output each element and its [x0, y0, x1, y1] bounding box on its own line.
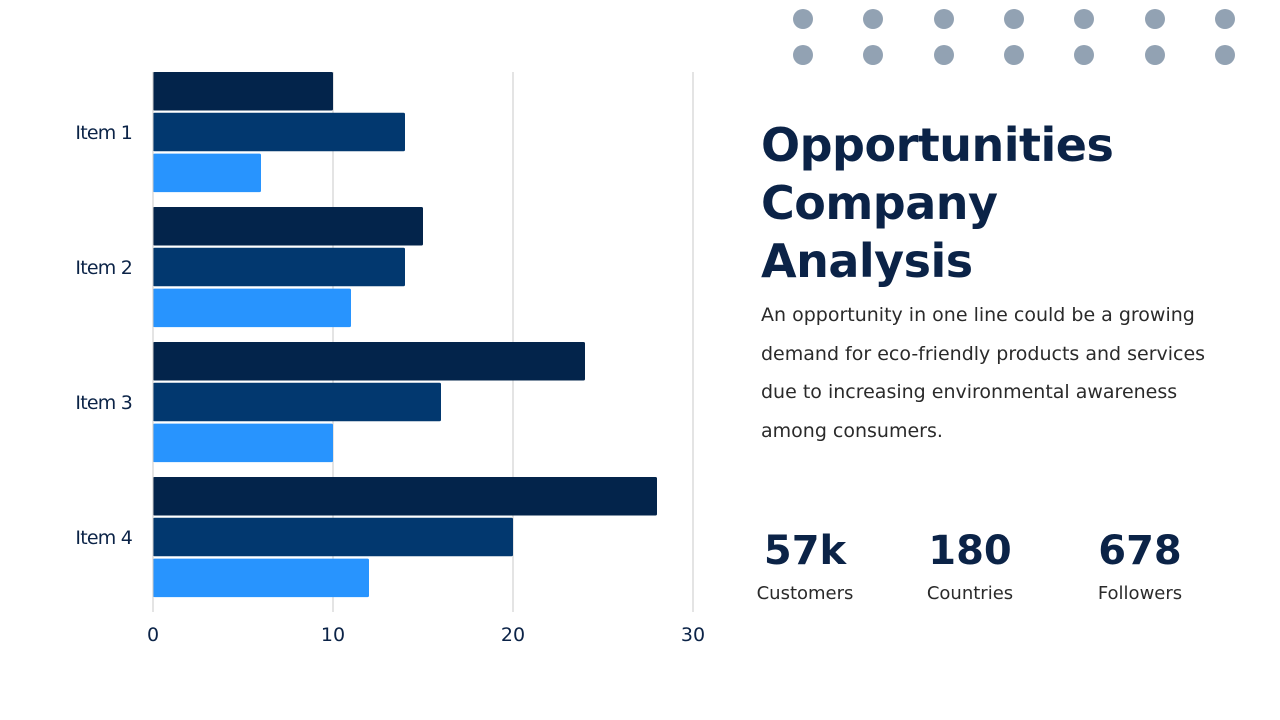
stat-label: Countries — [926, 583, 1014, 604]
title-line-3: Analysis — [761, 234, 973, 288]
x-tick-label: 10 — [321, 624, 345, 646]
stat-customers: 57k Customers — [720, 526, 890, 612]
description-text: An opportunity in one line could be a gr… — [761, 304, 1206, 442]
bar — [153, 247, 405, 287]
decorative-dot — [1144, 9, 1165, 29]
bar — [153, 558, 369, 598]
decorative-dot — [1215, 9, 1235, 29]
bar — [153, 72, 333, 111]
bar — [153, 477, 657, 516]
bar — [153, 288, 351, 328]
stat-followers: 678 Followers — [1055, 526, 1225, 612]
page-title: Opportunities Company Analysis — [761, 116, 1261, 290]
stat-countries: 180 Countries — [885, 526, 1055, 612]
stat-value: 180 — [928, 528, 1012, 574]
decorative-dot — [863, 45, 884, 65]
decorative-dot — [1074, 45, 1095, 65]
bar — [153, 342, 585, 381]
x-tick-label: 30 — [681, 624, 705, 646]
decorative-dot — [933, 45, 954, 65]
decorative-dot — [793, 9, 813, 29]
x-tick-label: 20 — [501, 624, 525, 646]
y-category-label: Item 3 — [75, 392, 132, 414]
bar — [153, 153, 261, 193]
x-tick-label: 0 — [147, 624, 159, 646]
decorative-dot — [1215, 45, 1235, 65]
decorative-dot — [1144, 45, 1165, 65]
bar — [153, 517, 513, 557]
bar — [153, 423, 333, 463]
y-category-label: Item 1 — [75, 122, 132, 144]
decorative-dot — [863, 9, 884, 29]
stat-label: Customers — [756, 583, 854, 604]
decorative-dot — [1074, 9, 1095, 29]
bar — [153, 207, 423, 246]
bar — [153, 382, 441, 422]
title-line-1: Opportunities — [761, 118, 1114, 172]
decorative-dot — [793, 45, 813, 65]
stat-label: Followers — [1097, 583, 1183, 604]
title-line-2: Company — [761, 176, 998, 230]
decorative-dot — [1004, 9, 1024, 29]
decorative-dot — [933, 9, 954, 29]
y-category-label: Item 4 — [75, 527, 132, 549]
y-category-label: Item 2 — [75, 257, 132, 279]
bar-chart: 0 10 20 30 Item 1 Item 2 Item 3 Item 4 — [75, 72, 705, 646]
bar — [153, 112, 405, 152]
decorative-dot — [1004, 45, 1024, 65]
stat-value: 678 — [1098, 528, 1182, 574]
stat-value: 57k — [763, 528, 847, 574]
